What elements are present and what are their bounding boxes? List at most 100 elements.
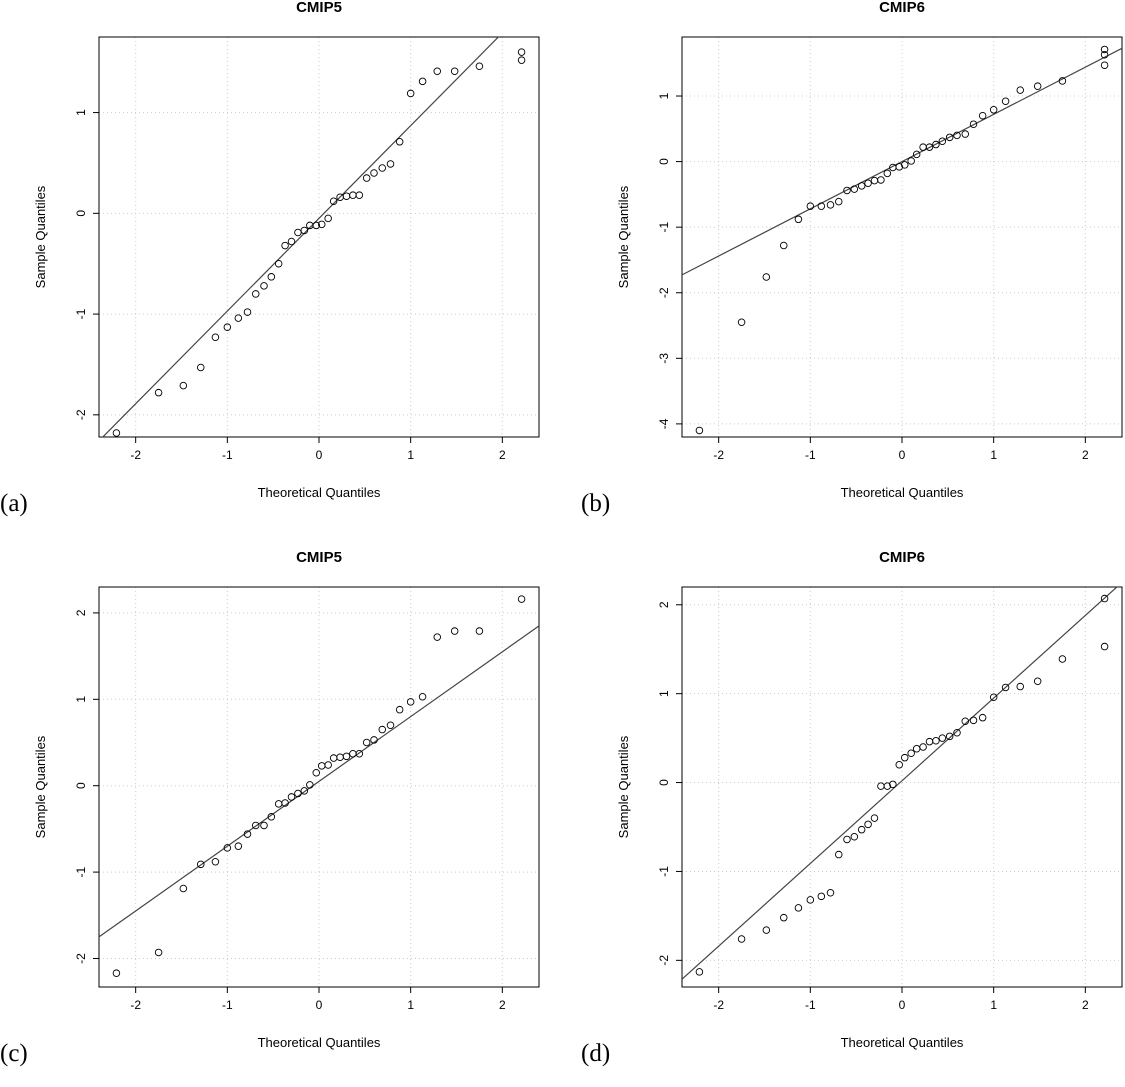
data-point <box>395 705 404 714</box>
x-tick-label: 2 <box>1082 448 1089 462</box>
data-point <box>826 889 835 897</box>
data-point <box>349 191 357 199</box>
data-point <box>932 737 940 745</box>
data-point <box>919 143 927 151</box>
x-axis-label: Theoretical Quantiles <box>841 1035 964 1050</box>
data-point <box>433 633 442 641</box>
y-tick-label: 0 <box>657 158 671 165</box>
data-point <box>281 241 289 250</box>
y-tick-label: -4 <box>657 418 671 429</box>
qq-plot-c: -2 -1 0 1 2 -2 -1 0 1 2 CMIP5 Theoretical Quantiles… <box>33 549 540 1050</box>
data-point <box>794 904 803 912</box>
x-tick-label: -2 <box>713 448 724 462</box>
data-point <box>877 782 885 790</box>
data-point <box>223 844 232 852</box>
y-tick-label: -2 <box>74 409 88 420</box>
x-tick-label: -2 <box>130 998 141 1012</box>
data-point <box>919 743 927 751</box>
data-point <box>901 753 909 762</box>
data-point <box>362 174 371 182</box>
data-point <box>932 140 940 149</box>
chart-title: CMIP5 <box>296 549 342 566</box>
qq-plot-panel-a: -2 -1 0 1 2 -2 -1 0 1 CMIP5 Theoretical Quantiles S… <box>0 0 562 537</box>
chart-title: CMIP5 <box>296 0 342 16</box>
data-point <box>378 164 387 172</box>
qq-plot-b: -2 -1 0 1 2 -4 -3 -2 -1 0 1 CMIP6 Theoretical Quanti… <box>616 0 1123 500</box>
data-point <box>267 813 276 821</box>
chart-title: CMIP6 <box>879 0 925 16</box>
data-point <box>1100 642 1109 651</box>
data-point <box>196 363 205 372</box>
data-point <box>274 800 283 808</box>
data-point <box>737 935 746 943</box>
data-point <box>978 111 987 120</box>
data-point <box>907 157 915 165</box>
data-point <box>418 77 427 86</box>
x-tick-label: 1 <box>990 448 997 462</box>
qq-reference-line <box>101 37 500 437</box>
data-point <box>362 738 371 747</box>
y-tick-label: 0 <box>74 210 88 217</box>
panel-caption: (c) <box>0 1040 28 1067</box>
x-tick-label: -1 <box>222 998 233 1012</box>
data-point <box>779 913 788 922</box>
data-point <box>883 782 892 790</box>
data-point <box>989 106 998 114</box>
data-point <box>912 150 921 159</box>
x-tick-label: -1 <box>222 448 233 462</box>
data-point <box>806 202 815 210</box>
data-point <box>294 789 302 798</box>
data-point <box>1100 594 1109 603</box>
data-point <box>370 169 378 177</box>
data-point <box>318 762 326 770</box>
x-axis-label: Theoretical Quantiles <box>258 485 381 500</box>
data-point <box>1100 61 1109 69</box>
data-point <box>901 161 909 169</box>
data-point <box>154 388 163 397</box>
data-point <box>223 323 232 331</box>
y-tick-label: 2 <box>657 601 671 608</box>
x-tick-label: 0 <box>316 998 323 1012</box>
data-point <box>324 214 332 223</box>
x-axis-label: Theoretical Quantiles <box>258 1035 381 1050</box>
data-point <box>433 67 442 76</box>
data-point <box>517 56 526 64</box>
data-point <box>196 860 205 869</box>
data-point <box>1100 50 1109 59</box>
data-point <box>179 381 188 390</box>
x-tick-label: 2 <box>1082 998 1089 1012</box>
data-point <box>850 833 859 841</box>
data-point <box>406 89 415 98</box>
data-point <box>349 749 357 758</box>
data-point <box>306 781 314 789</box>
y-tick-label: -1 <box>74 308 88 319</box>
data-point <box>925 737 934 746</box>
data-point <box>1033 677 1042 685</box>
y-axis-label: Sample Quantiles <box>33 185 48 288</box>
data-point <box>806 896 815 904</box>
data-point <box>1058 655 1067 663</box>
data-point <box>1001 683 1010 692</box>
data-point <box>318 220 326 229</box>
data-point <box>1016 86 1025 94</box>
data-point <box>179 884 188 893</box>
data-point <box>864 179 872 187</box>
data-point <box>877 176 885 184</box>
data-point <box>938 137 947 146</box>
data-point <box>978 713 987 722</box>
data-point <box>287 793 296 801</box>
qq-plot-d: -2 -1 0 1 2 -2 -1 0 1 2 CMIP6 Theoretical Quantiles… <box>616 549 1123 1050</box>
x-axis-label: Theoretical Quantiles <box>841 485 964 500</box>
data-point <box>450 627 459 635</box>
panel-caption: (a) <box>0 490 28 517</box>
data-point <box>211 333 220 342</box>
data-point <box>243 830 252 838</box>
y-tick-label: 0 <box>657 779 671 786</box>
data-point <box>342 192 351 200</box>
data-point <box>475 62 484 70</box>
data-point <box>895 163 904 171</box>
data-point <box>112 969 121 977</box>
data-point <box>912 745 921 753</box>
y-tick-label: 0 <box>74 782 88 789</box>
data-point <box>386 160 395 168</box>
